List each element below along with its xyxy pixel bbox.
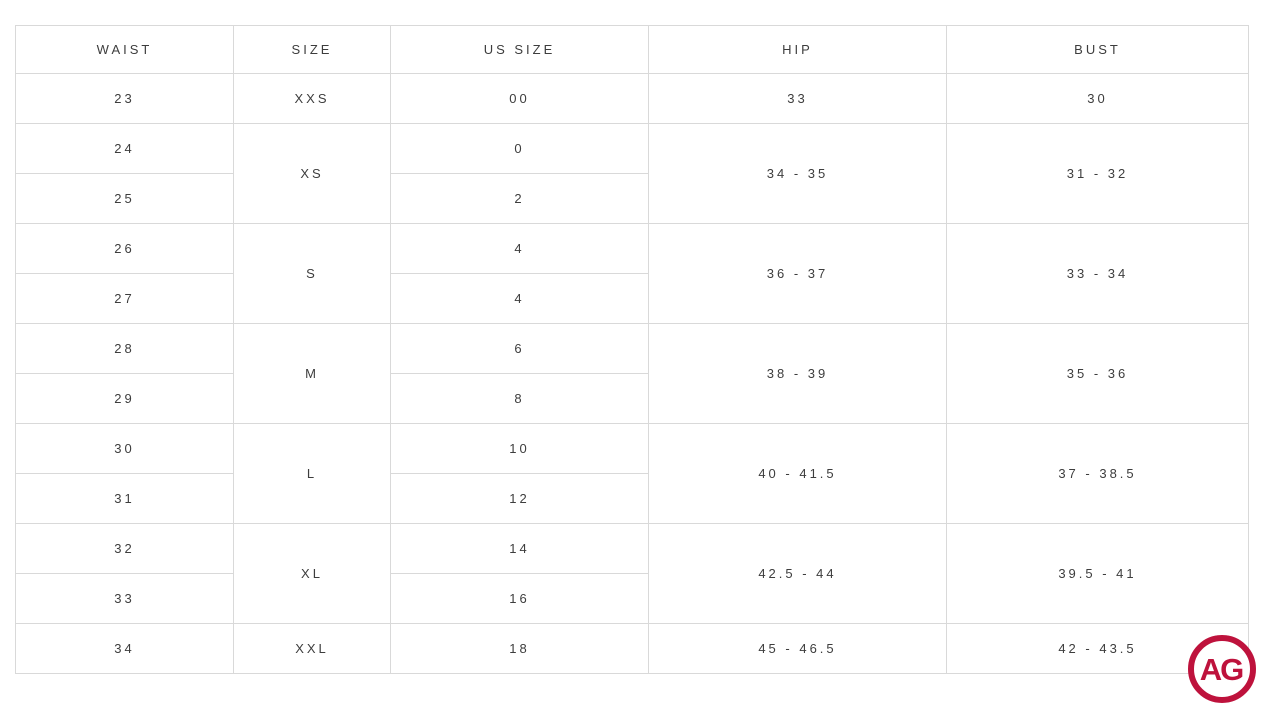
us-size-cell: 8 [390, 373, 649, 424]
waist-cell: 32 [15, 523, 234, 574]
us-size-cell: 2 [390, 173, 649, 224]
column-header-bust: BUST [946, 25, 1249, 74]
ag-logo-text: AG [1199, 651, 1244, 687]
us-size-cell: 10 [390, 423, 649, 474]
us-size-cell: 6 [390, 323, 649, 374]
waist-cell: 23 [15, 73, 234, 124]
table-row: 28 M 6 38 - 39 35 - 36 [15, 323, 1249, 424]
table-row: 24 XS 0 34 - 35 31 - 32 [15, 123, 1249, 224]
waist-cell: 26 [15, 223, 234, 274]
bust-cell: 30 [946, 73, 1249, 124]
ag-brand-logo: AG [1188, 635, 1256, 703]
table-row: 25 2 [15, 173, 1249, 224]
waist-cell: 30 [15, 423, 234, 474]
size-chart-table: WAIST SIZE US SIZE HIP BUST 23 XXS 00 33… [15, 25, 1249, 674]
table-row: 31 12 [15, 473, 1249, 524]
us-size-cell: 18 [390, 623, 649, 674]
column-header-us-size: US SIZE [390, 25, 649, 74]
waist-cell: 31 [15, 473, 234, 524]
waist-cell: 34 [15, 623, 234, 674]
size-cell: M [233, 323, 391, 424]
hip-cell: 42.5 - 44 [648, 523, 947, 624]
table-row: 34 XXL 18 45 - 46.5 42 - 43.5 [15, 623, 1249, 674]
us-size-cell: 00 [390, 73, 649, 124]
table-row: 29 8 [15, 373, 1249, 424]
table-row: 26 S 4 36 - 37 33 - 34 [15, 223, 1249, 324]
waist-cell: 29 [15, 373, 234, 424]
hip-cell: 33 [648, 73, 947, 124]
column-header-waist: WAIST [15, 25, 234, 74]
waist-cell: 25 [15, 173, 234, 224]
hip-cell: 45 - 46.5 [648, 623, 947, 674]
us-size-cell: 14 [390, 523, 649, 574]
us-size-cell: 16 [390, 573, 649, 624]
size-cell: L [233, 423, 391, 524]
table-row: 23 XXS 00 33 30 [15, 73, 1249, 124]
us-size-cell: 12 [390, 473, 649, 524]
header-row: WAIST SIZE US SIZE HIP BUST [15, 25, 1249, 74]
table-row: 27 4 [15, 273, 1249, 324]
size-cell: S [233, 223, 391, 324]
waist-cell: 33 [15, 573, 234, 624]
us-size-cell: 4 [390, 273, 649, 324]
size-cell: XXL [233, 623, 391, 674]
hip-cell: 36 - 37 [648, 223, 947, 324]
table-row: 30 L 10 40 - 41.5 37 - 38.5 [15, 423, 1249, 524]
column-header-hip: HIP [648, 25, 947, 74]
size-cell: XXS [233, 73, 391, 124]
waist-cell: 27 [15, 273, 234, 324]
waist-cell: 28 [15, 323, 234, 374]
us-size-cell: 4 [390, 223, 649, 274]
us-size-cell: 0 [390, 123, 649, 174]
size-cell: XL [233, 523, 391, 624]
bust-cell: 31 - 32 [946, 123, 1249, 224]
hip-cell: 40 - 41.5 [648, 423, 947, 524]
bust-cell: 33 - 34 [946, 223, 1249, 324]
bust-cell: 39.5 - 41 [946, 523, 1249, 624]
hip-cell: 34 - 35 [648, 123, 947, 224]
table-row: 32 XL 14 42.5 - 44 39.5 - 41 [15, 523, 1249, 624]
waist-cell: 24 [15, 123, 234, 174]
table-row: 33 16 [15, 573, 1249, 624]
size-cell: XS [233, 123, 391, 224]
column-header-size: SIZE [233, 25, 391, 74]
bust-cell: 35 - 36 [946, 323, 1249, 424]
bust-cell: 37 - 38.5 [946, 423, 1249, 524]
hip-cell: 38 - 39 [648, 323, 947, 424]
